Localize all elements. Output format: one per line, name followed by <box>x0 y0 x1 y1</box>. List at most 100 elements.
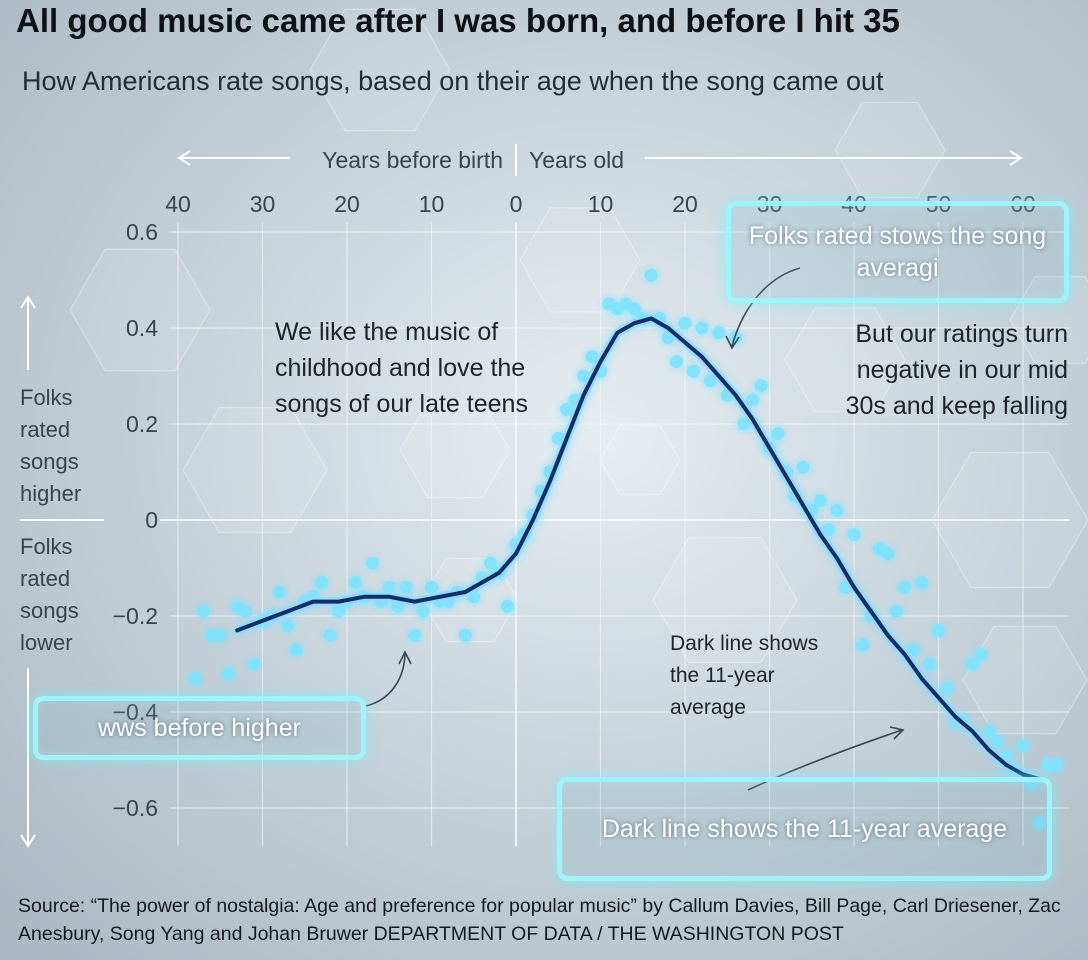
rating-dot <box>644 268 658 282</box>
annotation-dark-line: Dark line shows the 11-year average <box>670 632 819 719</box>
arrow-down-icon <box>20 834 36 848</box>
rating-dot <box>289 643 303 657</box>
rating-dot <box>991 734 1005 748</box>
pointer-top-right-icon <box>731 267 801 347</box>
rating-dot <box>670 355 683 369</box>
background-hexagon-9 <box>962 625 1088 735</box>
rating-dot <box>830 503 844 517</box>
rating-dot <box>703 374 717 388</box>
background-hexagon-11 <box>599 424 681 496</box>
x-top-right-label: Years old <box>529 147 624 173</box>
rating-dot <box>898 580 912 594</box>
rating-dot <box>712 326 726 340</box>
rating-dot <box>847 527 861 541</box>
rating-dot <box>889 604 903 618</box>
annotation-childhood: We like the music of childhood and love … <box>275 318 528 418</box>
background-hexagon-2 <box>182 407 328 534</box>
rating-dot <box>906 643 920 657</box>
rating-dot <box>1016 739 1030 753</box>
rating-dot <box>425 580 438 594</box>
x-tick-label: 0 <box>510 191 523 217</box>
rating-dot <box>695 321 709 335</box>
background-hexagon-4 <box>519 207 641 313</box>
rating-dot <box>188 671 202 685</box>
source-note: Source: “The power of nostalgia: Age and… <box>18 895 1061 945</box>
rating-dot <box>501 599 515 613</box>
pointer-top-right-head-icon <box>725 335 740 350</box>
rating-dot <box>365 556 379 570</box>
rating-dot <box>982 724 996 738</box>
arrow-left-icon <box>177 150 191 166</box>
arrow-right-icon <box>1009 150 1023 166</box>
rating-dot <box>399 580 413 594</box>
x-tick-label: 10 <box>419 191 445 217</box>
rating-dot <box>484 556 498 570</box>
rating-dot <box>408 628 422 642</box>
background-hexagon-0 <box>309 8 451 132</box>
rating-dot <box>627 302 641 316</box>
rating-dot <box>323 628 337 642</box>
y-tick-label: −0.6 <box>113 795 158 821</box>
average-line-group <box>232 313 1045 784</box>
background-hexagon-8 <box>784 307 906 413</box>
pointer-bottom-left-head-icon <box>398 650 412 665</box>
x-tick-label: 20 <box>672 191 698 217</box>
rating-dot <box>796 460 810 474</box>
x-top-left-label: Years before birth <box>322 147 503 173</box>
callout-top-right: Folks rated stows the song averagi <box>726 201 1069 303</box>
x-axis-header: Years before birth Years old <box>177 144 1023 176</box>
pointer-bottom-left-icon <box>365 653 406 707</box>
y-label-higher: Folks rated songs higher <box>20 385 82 506</box>
rating-dot <box>1050 758 1064 772</box>
rating-dot <box>222 667 236 681</box>
rating-dot <box>247 657 261 671</box>
average-line <box>235 316 1042 782</box>
rating-dot <box>856 638 869 652</box>
x-tick-label: 20 <box>334 191 360 217</box>
y-label-lower: Folks rated songs lower <box>20 534 79 655</box>
callout-bottom-left: wws before higher <box>33 696 366 760</box>
callout-top-right-text: Folks rated stows the song averagi <box>748 222 1047 282</box>
rating-dot <box>281 619 295 633</box>
rating-dot <box>315 575 329 589</box>
rating-dot <box>813 494 827 508</box>
rating-dot <box>932 623 945 637</box>
annotation-negative: But our ratings turn negative in our mid… <box>845 320 1068 420</box>
rating-dot <box>687 364 700 378</box>
y-tick-label: 0.6 <box>126 219 158 245</box>
rating-dot <box>239 604 253 618</box>
callout-bottom-left-text: wws before higher <box>98 714 301 742</box>
rating-dot <box>923 657 937 671</box>
rating-dot <box>822 523 836 537</box>
rating-dot <box>746 393 760 407</box>
rating-dot <box>382 580 396 594</box>
page-subtitle: How Americans rate songs, based on their… <box>22 66 884 96</box>
x-tick-label: 40 <box>165 191 191 217</box>
x-tick-label: 30 <box>250 191 276 217</box>
background-hexagon-3 <box>69 248 211 372</box>
pointer-bottom-right-head-icon <box>889 726 905 740</box>
rating-dot <box>771 427 785 441</box>
y-tick-label: 0 <box>145 507 158 533</box>
y-tick-label: 0.2 <box>126 411 158 437</box>
rating-dot <box>729 331 743 345</box>
rating-dot <box>416 604 430 618</box>
callout-bottom-right: Dark line shows the 11-year average <box>557 777 1052 881</box>
rating-dot <box>585 350 599 364</box>
callout-bottom-right-text: Dark line shows the 11-year average <box>601 815 1008 843</box>
rating-dot <box>881 547 895 561</box>
background-hexagon-6 <box>399 401 511 499</box>
rating-dot <box>196 604 210 618</box>
y-tick-label: −0.2 <box>113 603 158 629</box>
rating-dot <box>915 575 929 589</box>
rating-dot <box>974 647 988 661</box>
arrow-up-icon <box>20 295 36 309</box>
y-arrows <box>20 295 104 848</box>
rating-dot <box>458 628 472 642</box>
rating-dot <box>940 681 954 695</box>
rating-dot <box>332 604 346 618</box>
rating-dot <box>213 628 227 642</box>
background-hexagon-7 <box>652 536 798 664</box>
x-tick-label: 10 <box>588 191 614 217</box>
